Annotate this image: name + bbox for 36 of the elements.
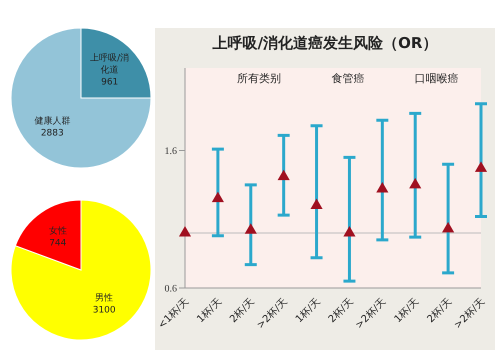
point <box>310 198 323 210</box>
slice-label: 男性 <box>95 292 114 304</box>
chart-title: 上呼吸/消化道癌发生风险（OR） <box>212 34 438 53</box>
y-tick-label: 0.6 <box>164 284 177 295</box>
x-tick-label: 1杯/天 <box>293 296 323 326</box>
x-tick-label: >2杯/天 <box>353 296 388 332</box>
slice-label: 女性 <box>48 226 67 237</box>
point <box>442 222 454 232</box>
data-label: 961 <box>101 77 118 88</box>
point <box>178 226 192 237</box>
x-tick-label: 2杯/天 <box>326 296 356 326</box>
x-tick-label: 1杯/天 <box>392 296 422 326</box>
x-tick-label: <1杯/天 <box>156 296 192 332</box>
slice-label: 健康人群 <box>34 116 70 127</box>
x-tick-label: >2杯/天 <box>254 296 290 332</box>
x-tick-label: 1杯/天 <box>194 296 224 326</box>
x-tick-label: >2杯/天 <box>452 296 488 332</box>
point <box>343 226 356 237</box>
x-tick-label: 2杯/天 <box>227 296 257 326</box>
y-tick-label: 1.6 <box>164 146 177 158</box>
slice-label: 上呼吸/消化道 <box>90 52 130 76</box>
point <box>278 170 290 180</box>
data-label: 744 <box>49 238 67 249</box>
point <box>212 192 224 202</box>
annotation: 食管癌 <box>330 71 366 86</box>
data-label: 2883 <box>40 128 64 139</box>
pie-slice <box>10 28 152 168</box>
point <box>474 161 488 172</box>
annotation: 口咽喉癌 <box>414 71 460 86</box>
data-label: 3100 <box>92 305 116 316</box>
x-tick-label: 2杯/天 <box>424 296 454 326</box>
annotation: 所有类别 <box>236 71 282 86</box>
point <box>376 182 388 193</box>
point <box>244 223 257 234</box>
pie-slice <box>10 200 152 340</box>
point <box>409 178 422 188</box>
